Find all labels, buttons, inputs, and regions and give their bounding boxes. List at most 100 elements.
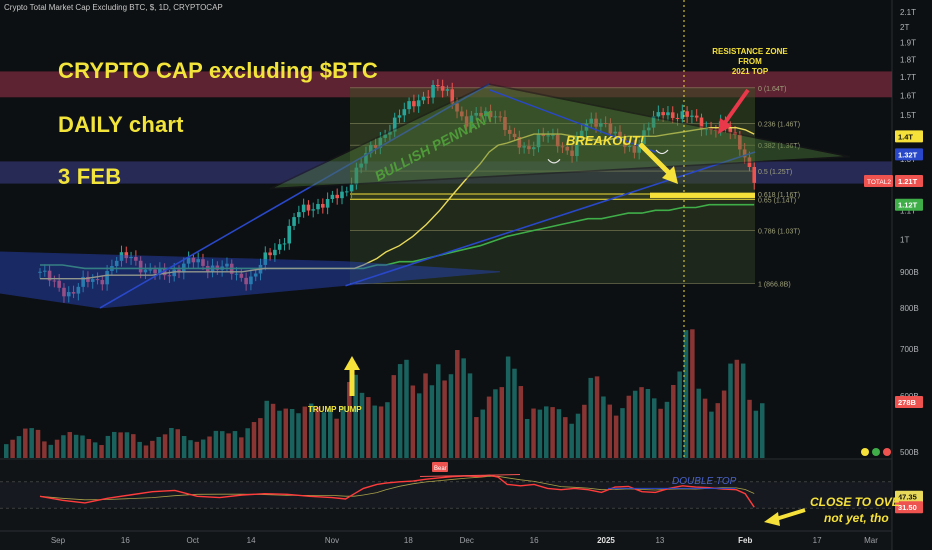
fib-level-label: 0.236 (1.46T) xyxy=(758,121,800,128)
candle-body xyxy=(507,129,512,134)
rsi-signal-line xyxy=(39,475,755,501)
candle-body xyxy=(608,123,613,134)
volume-bar xyxy=(10,439,15,458)
volume-bar xyxy=(734,359,740,458)
candle-body xyxy=(201,259,205,266)
candle-body xyxy=(330,194,335,199)
candle-body xyxy=(71,292,76,294)
volume-bar xyxy=(683,330,689,458)
candle-body xyxy=(599,122,603,127)
candle-body xyxy=(311,209,316,211)
breakout-arrow-head xyxy=(662,166,678,184)
volume-bar xyxy=(404,359,409,458)
moving-average-green xyxy=(40,203,755,270)
candle-body xyxy=(517,137,522,148)
volume-bar xyxy=(632,390,638,458)
rsi-signal-value: 47.35 xyxy=(898,493,917,502)
candle-body xyxy=(656,112,661,117)
candle-body xyxy=(364,153,368,164)
price-tick-label: 1T xyxy=(900,235,909,244)
volume-bar xyxy=(67,432,73,458)
candle-body xyxy=(426,96,431,98)
time-tick-label: Dec xyxy=(460,536,474,545)
candle-body xyxy=(575,137,579,157)
volume-bar xyxy=(86,439,92,458)
candle-body xyxy=(460,111,464,117)
time-tick-label: Mar xyxy=(864,536,878,545)
volume-bar xyxy=(696,388,701,458)
candle-body xyxy=(383,134,387,138)
volume-bar xyxy=(639,387,644,458)
volume-bar xyxy=(296,413,301,458)
candle-body xyxy=(464,116,469,127)
candle-body xyxy=(531,147,536,150)
volume-bar xyxy=(321,412,327,458)
candle-body xyxy=(388,131,392,135)
volume-bar xyxy=(423,373,428,458)
volume-bar xyxy=(652,398,657,458)
volume-bar xyxy=(359,392,365,458)
candle-body xyxy=(714,129,718,131)
time-tick-label: 16 xyxy=(530,536,539,545)
candle-body xyxy=(392,117,397,132)
candle-body xyxy=(172,269,177,277)
candle-body xyxy=(349,184,354,192)
candle-body xyxy=(498,116,502,118)
volume-bar xyxy=(760,403,765,458)
candle-body xyxy=(249,276,253,285)
candle-body xyxy=(52,280,57,282)
candle-body xyxy=(105,270,109,285)
price-tick-label: 700B xyxy=(900,345,919,354)
candle-body xyxy=(47,270,52,281)
breakout-label: BREAKOUT! xyxy=(566,133,644,148)
volume-bar xyxy=(156,436,161,458)
candle-body xyxy=(42,270,47,272)
candle-body xyxy=(685,111,689,117)
volume-bar xyxy=(347,382,352,458)
indicator-icon xyxy=(883,448,891,456)
headline-title: CRYPTO CAP excluding $BTC xyxy=(58,58,378,83)
candle-body xyxy=(551,134,555,136)
price-label-box xyxy=(895,130,923,143)
volume-bar xyxy=(175,429,181,458)
price-tick-label: 500B xyxy=(900,448,919,457)
volume-bar xyxy=(366,397,371,458)
time-tick-label: 16 xyxy=(121,536,130,545)
volume-bar xyxy=(264,400,269,458)
candle-body xyxy=(618,131,622,139)
volume-bar xyxy=(150,440,155,458)
rsi-band xyxy=(0,481,892,509)
candle-body xyxy=(555,134,560,147)
candle-body xyxy=(301,204,306,213)
volume-bar xyxy=(436,364,441,458)
candle-body xyxy=(38,271,42,273)
volume-bar xyxy=(658,408,663,458)
volume-bar xyxy=(575,413,581,458)
volume-bar xyxy=(448,374,454,458)
volume-bar xyxy=(61,435,66,458)
volume-bar xyxy=(270,403,276,458)
volume-bar xyxy=(200,439,206,458)
volume-bar xyxy=(308,403,314,458)
candle-body xyxy=(90,279,95,282)
headline-date: 3 FEB xyxy=(58,164,122,189)
candle-body xyxy=(565,146,570,151)
candle-body xyxy=(752,167,757,183)
candle-body xyxy=(263,252,268,265)
volume-bar xyxy=(721,390,727,458)
fib-level-label: 0.5 (1.25T) xyxy=(758,169,792,176)
double-bottom-mark-2 xyxy=(655,149,669,155)
candle-body xyxy=(335,194,339,199)
candle-body xyxy=(431,84,435,98)
volume-bar xyxy=(740,363,746,458)
candle-body xyxy=(455,103,459,112)
candle-body xyxy=(368,145,373,154)
candle-body xyxy=(191,257,196,263)
volume-layer xyxy=(4,329,765,458)
breakout-arrow-shaft xyxy=(638,142,674,178)
volume-bar xyxy=(728,363,733,458)
candle-body xyxy=(196,259,200,263)
price-label-value: 1.21T xyxy=(898,177,918,186)
candle-body xyxy=(675,117,680,119)
